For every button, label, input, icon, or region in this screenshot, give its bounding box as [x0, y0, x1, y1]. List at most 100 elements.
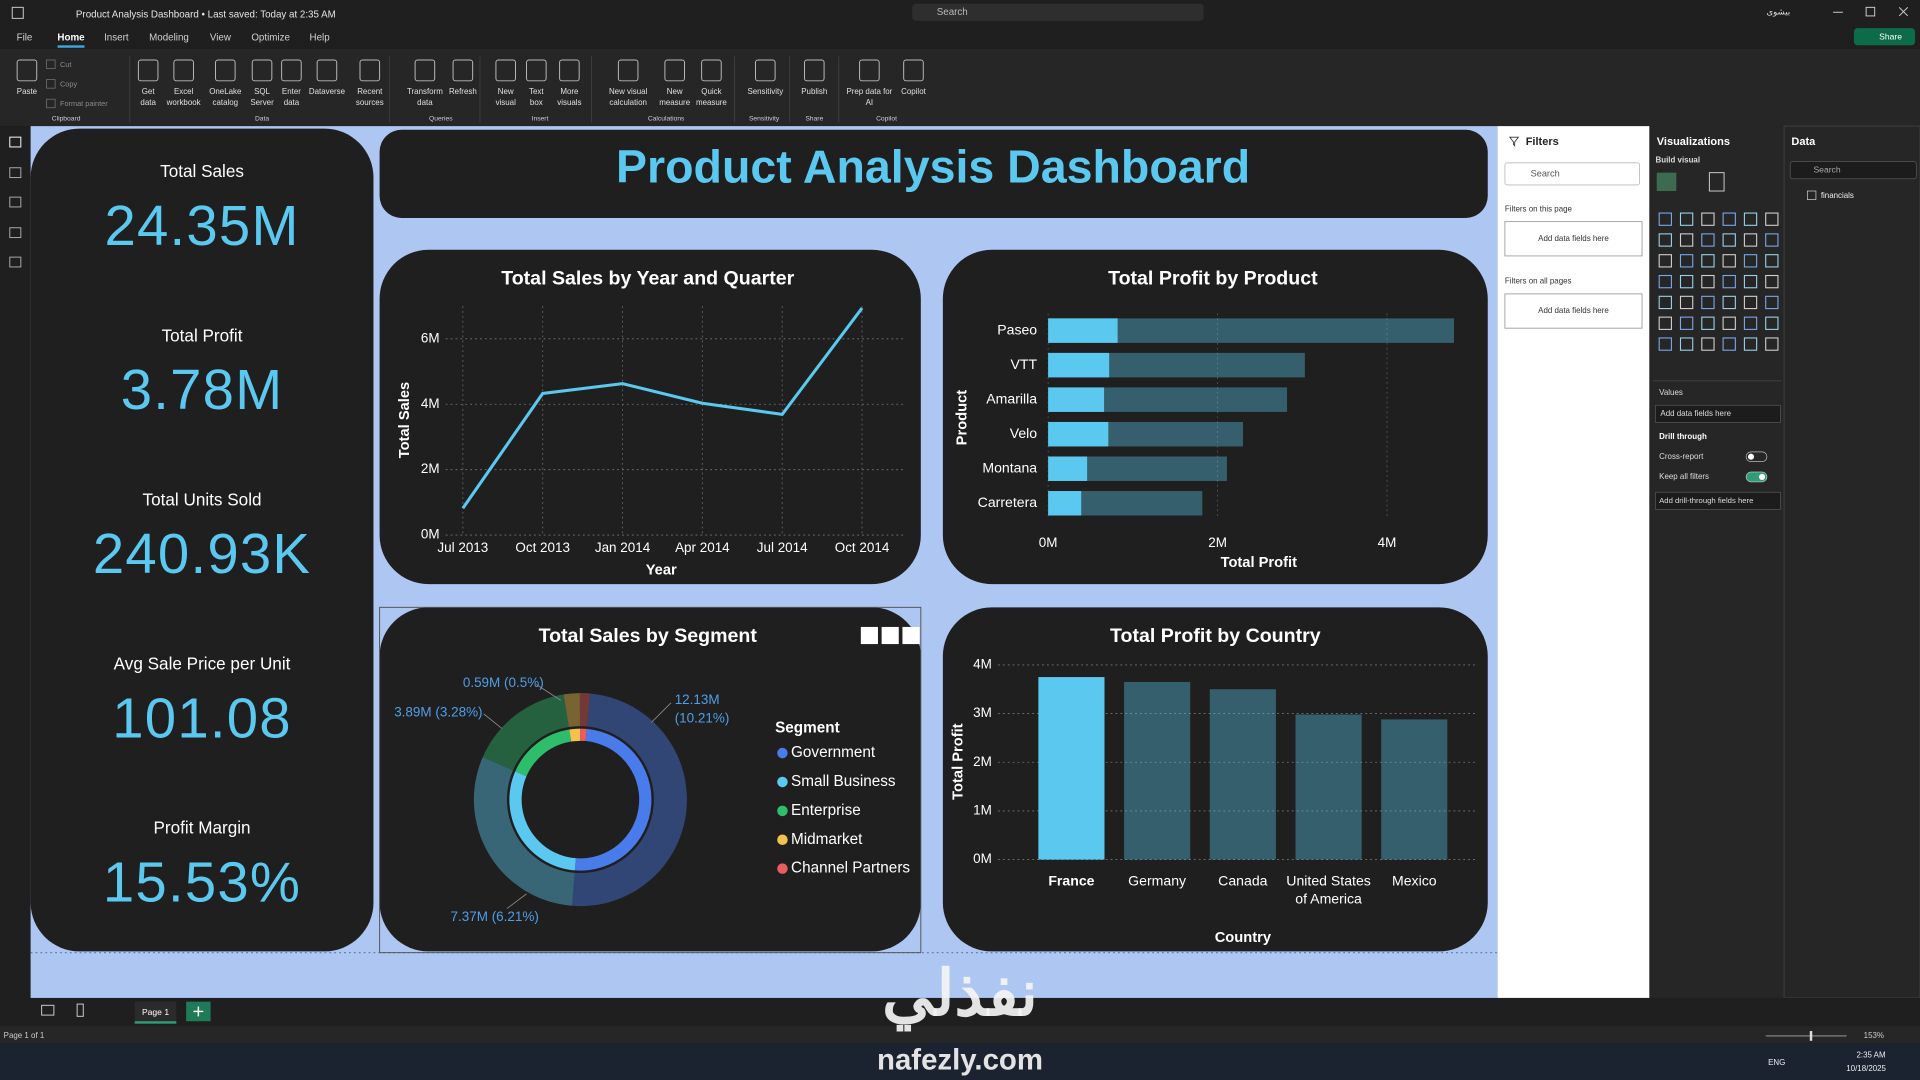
- visual-type-icon[interactable]: [1722, 254, 1736, 268]
- visual-type-icon[interactable]: [1722, 233, 1736, 247]
- visual-type-icon[interactable]: [1743, 316, 1758, 330]
- visual-type-icon[interactable]: [1743, 254, 1758, 268]
- ribbon-button-label[interactable]: New: [667, 87, 683, 96]
- nav-icon[interactable]: [9, 196, 22, 208]
- visual-type-icon[interactable]: [1722, 274, 1736, 289]
- visual-header-icon[interactable]: [881, 626, 899, 645]
- maximize[interactable]: [1865, 6, 1876, 17]
- visual-type-icon[interactable]: [1765, 295, 1779, 310]
- visual-type-icon[interactable]: [1679, 212, 1694, 226]
- visual-type-icon[interactable]: [1701, 233, 1715, 247]
- ribbon-button-label[interactable]: New: [498, 87, 514, 96]
- menu-item[interactable]: Modeling: [149, 33, 189, 44]
- visual-type-icon[interactable]: [1722, 212, 1736, 226]
- visual-type-icon[interactable]: [1765, 274, 1779, 289]
- visual-type-icon[interactable]: [1701, 295, 1715, 310]
- ribbon-button-label[interactable]: sources: [356, 98, 384, 107]
- ribbon-button-label[interactable]: measure: [696, 98, 727, 107]
- visual-type-icon[interactable]: [1743, 337, 1758, 351]
- table-name[interactable]: financials: [1821, 191, 1854, 200]
- visual-type-icon[interactable]: [1765, 254, 1779, 268]
- mobile-view-icon[interactable]: [76, 1003, 84, 1017]
- ribbon-button-label[interactable]: data: [140, 98, 156, 107]
- visual-type-icon[interactable]: [1743, 212, 1758, 226]
- ribbon-button-label[interactable]: New visual: [609, 87, 648, 96]
- visual-type-icon[interactable]: [1743, 295, 1758, 310]
- menu-item[interactable]: Insert: [104, 33, 129, 44]
- toggle[interactable]: [1745, 451, 1768, 462]
- drop-zone[interactable]: [1504, 221, 1643, 257]
- visual-type-icon[interactable]: [1658, 212, 1672, 226]
- build-visual-icon[interactable]: [1656, 172, 1677, 192]
- visual-type-icon[interactable]: [1765, 233, 1779, 247]
- ribbon-button-label[interactable]: Get: [142, 87, 156, 96]
- ribbon-button-label[interactable]: visual: [496, 98, 517, 107]
- menu-item[interactable]: Optimize: [251, 33, 290, 44]
- desktop-view-icon[interactable]: [41, 1004, 55, 1016]
- visual-type-icon[interactable]: [1658, 337, 1672, 351]
- visual-type-icon[interactable]: [1658, 274, 1672, 289]
- ribbon-button-label[interactable]: workbook: [166, 98, 201, 107]
- drop-zone[interactable]: [1655, 491, 1781, 510]
- ribbon-button-label[interactable]: Transform: [407, 87, 443, 96]
- visual-type-icon[interactable]: [1658, 254, 1672, 268]
- ribbon-button-label[interactable]: More: [560, 87, 579, 96]
- visual-type-icon[interactable]: [1722, 295, 1736, 310]
- menu-item[interactable]: Home: [57, 33, 85, 44]
- ribbon-button-label[interactable]: Dataverse: [309, 87, 346, 96]
- nav-icon[interactable]: [9, 167, 22, 179]
- menu-item[interactable]: Help: [310, 33, 331, 44]
- visual-type-icon[interactable]: [1765, 337, 1779, 351]
- ribbon-button-label[interactable]: data: [284, 98, 300, 107]
- ribbon-button-label[interactable]: OneLake: [209, 87, 242, 96]
- visual-type-icon[interactable]: [1701, 337, 1715, 351]
- visual-type-icon[interactable]: [1679, 295, 1694, 310]
- ribbon-button-label[interactable]: Server: [250, 98, 274, 107]
- nav-icon[interactable]: [9, 136, 22, 148]
- drop-zone[interactable]: [1504, 293, 1643, 329]
- ribbon-button-label[interactable]: box: [530, 98, 543, 107]
- ribbon-button-label[interactable]: Copilot: [901, 87, 927, 96]
- visual-type-icon[interactable]: [1679, 274, 1694, 289]
- ribbon-button-label[interactable]: Quick: [701, 87, 721, 96]
- visual-type-icon[interactable]: [1658, 316, 1672, 330]
- visual-header-icon[interactable]: [860, 626, 878, 645]
- visual-type-icon[interactable]: [1722, 316, 1736, 330]
- ribbon-button-label[interactable]: Publish: [801, 87, 827, 96]
- close[interactable]: [1898, 7, 1909, 17]
- format-visual-icon[interactable]: [1708, 172, 1725, 192]
- visual-type-icon[interactable]: [1679, 337, 1694, 351]
- visual-type-icon[interactable]: [1765, 316, 1779, 330]
- ribbon-button-label[interactable]: calculation: [609, 98, 647, 107]
- search-box[interactable]: [912, 3, 1204, 21]
- visual-type-icon[interactable]: [1679, 254, 1694, 268]
- ribbon-button-label[interactable]: measure: [659, 98, 690, 107]
- visual-type-icon[interactable]: [1679, 316, 1694, 330]
- page-tab[interactable]: [134, 1001, 177, 1024]
- zoom-thumb[interactable]: [1809, 1031, 1813, 1041]
- ribbon-small-label[interactable]: Format painter: [60, 99, 108, 108]
- ribbon-button-label[interactable]: Refresh: [449, 87, 477, 96]
- ribbon-small-label[interactable]: Cut: [60, 60, 71, 69]
- share-button[interactable]: [1853, 28, 1916, 46]
- ribbon-button-label[interactable]: Paste: [17, 87, 38, 96]
- ribbon-button-label[interactable]: catalog: [213, 98, 239, 107]
- visual-type-icon[interactable]: [1658, 233, 1672, 247]
- visual-type-icon[interactable]: [1701, 254, 1715, 268]
- ribbon-button-label[interactable]: data: [417, 98, 433, 107]
- visual-type-icon[interactable]: [1679, 233, 1694, 247]
- filter-search[interactable]: [1504, 162, 1641, 186]
- visual-type-icon[interactable]: [1765, 212, 1779, 226]
- visual-type-icon[interactable]: [1701, 316, 1715, 330]
- visual-header-icon[interactable]: [902, 626, 920, 645]
- nav-icon[interactable]: [9, 256, 22, 268]
- drop-zone[interactable]: [1655, 404, 1781, 423]
- menu-item[interactable]: View: [210, 33, 232, 44]
- visual-type-icon[interactable]: [1701, 274, 1715, 289]
- visual-type-icon[interactable]: [1743, 233, 1758, 247]
- ribbon-button-label[interactable]: Text: [529, 87, 544, 96]
- ribbon-button-label[interactable]: Recent: [357, 87, 383, 96]
- visual-type-icon[interactable]: [1701, 212, 1715, 226]
- visual-type-icon[interactable]: [1722, 337, 1736, 351]
- ribbon-button-label[interactable]: visuals: [557, 98, 581, 107]
